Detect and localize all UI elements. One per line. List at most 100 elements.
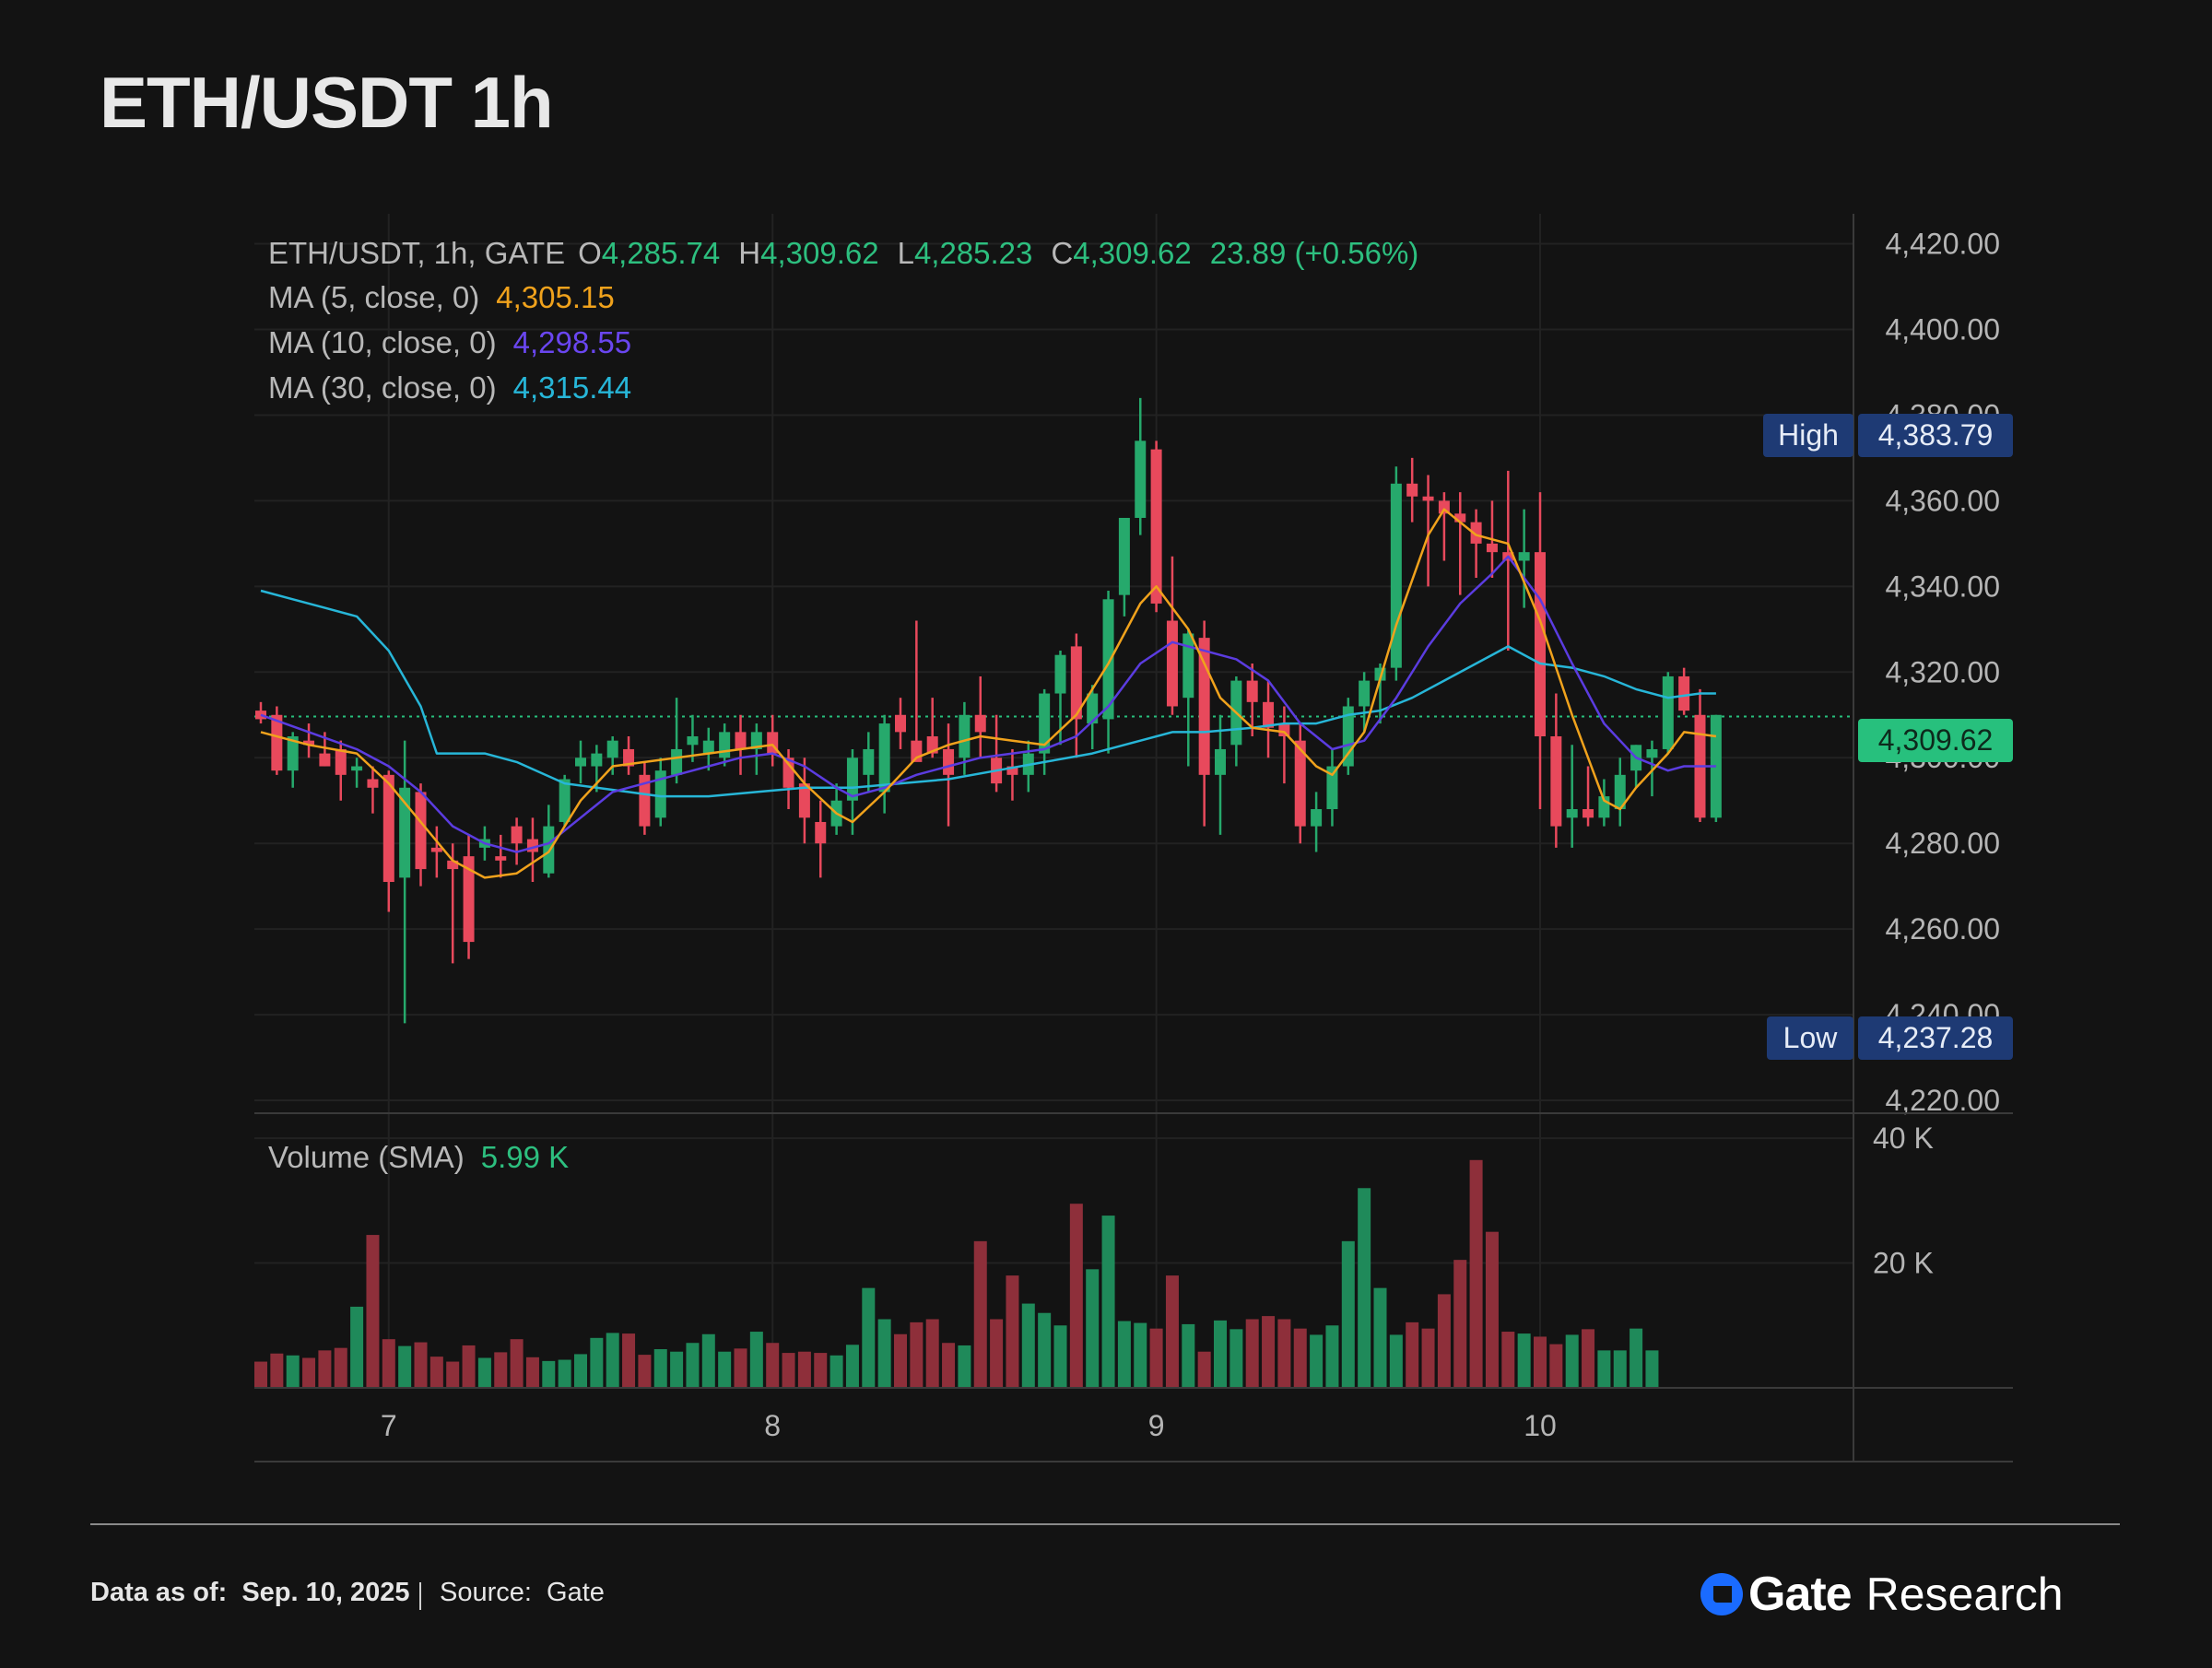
moving-average-lines [260,508,1717,879]
data-as-of-label: Data as of: [90,1578,228,1607]
data-as-of-value: Sep. 10, 2025 [241,1578,410,1607]
volume-bar [1214,1320,1227,1388]
volume-bar [270,1353,284,1388]
volume-bar [894,1333,907,1388]
volume-bar [638,1355,652,1388]
candle-body [1678,675,1690,711]
candle [878,714,890,814]
candle [1646,740,1658,797]
volume-bar [558,1359,571,1388]
time-tick-label: 9 [1148,1409,1165,1442]
candle-body [1182,633,1194,699]
volume-bar [1310,1334,1324,1388]
candle-body [495,856,507,861]
candle-body [575,758,586,767]
candle-body [1390,483,1402,668]
volume-bar [1101,1216,1115,1388]
legend-high-value: 4,309.62 [760,236,878,270]
candle [943,723,955,827]
candle-body [1550,736,1562,827]
legend-ma30-value: 4,315.44 [513,370,631,405]
volume-bar [990,1319,1004,1388]
candle-body [1102,599,1114,720]
legend-change: 23.89 (+0.56%) [1210,236,1419,270]
price-tick-label: 4,220.00 [1885,1084,2000,1117]
candle [1470,509,1482,579]
volume-bar [1086,1269,1100,1388]
candle-body [606,740,618,758]
volume-bar [845,1345,859,1388]
legend-high-key: H [738,236,760,270]
candle [1630,745,1642,788]
volume-tick-label: 40 K [1873,1122,1934,1155]
price-tick-label: 4,280.00 [1885,827,2000,860]
volume-bar [525,1357,539,1388]
low-badge-value: 4,237.28 [1878,1021,1994,1054]
volume-bar [302,1357,316,1388]
candles [255,397,1722,1024]
candle-body [1646,748,1658,758]
low-badge: Low 4,237.28 [1767,1016,2013,1060]
volume-bar [414,1342,428,1388]
volume-bar [877,1319,891,1388]
volume-tick-label: 20 K [1873,1247,1934,1280]
legend-ma10-value: 4,298.55 [513,325,631,359]
volume-bar [1277,1319,1291,1388]
legend-open-value: 4,285.74 [602,236,720,270]
candle [495,834,507,878]
volume-bar [749,1332,763,1388]
price-tick-label: 4,260.00 [1885,912,2000,946]
volume-bar [462,1345,476,1388]
grid-lines [254,214,1853,1388]
volume-bar [1325,1325,1339,1388]
volume-bar [334,1347,347,1388]
ma5-line [260,508,1717,879]
candle-body [1039,693,1051,754]
price-tick-label: 4,400.00 [1885,312,2000,346]
candle-body [447,860,459,870]
volume-bar [574,1354,587,1388]
volume-bar [1534,1336,1547,1388]
candle [1150,440,1162,613]
candle [1246,664,1258,737]
volume-bar [606,1333,619,1388]
candle [430,826,442,878]
volume-bar [910,1321,924,1388]
candle-body [1614,774,1626,810]
volume-bar [350,1306,364,1388]
volume-bar [1453,1260,1467,1388]
volume-bar [429,1357,443,1388]
candle [991,714,1003,793]
price-tick-label: 4,360.00 [1885,484,2000,517]
candle-body [798,783,810,818]
candle [1550,693,1562,848]
candle [271,706,283,775]
candle-body [1583,809,1594,818]
source-value: Gate [547,1578,605,1607]
candle [1278,706,1290,784]
legend-volume: Volume (SMA) 5.99 K [268,1140,569,1174]
candle-body [1135,440,1147,518]
candle [1359,672,1371,733]
candle [447,843,459,964]
candle-body [1087,693,1099,724]
volume-bar [1485,1231,1499,1388]
volume-bar [1630,1328,1643,1388]
price-tick-label: 4,320.00 [1885,655,2000,688]
candle-body [1518,552,1530,561]
legend-close-value: 4,309.62 [1073,236,1191,270]
volume-bar [701,1333,715,1388]
candle-body [463,856,475,943]
price-tick-label: 4,420.00 [1885,228,2000,261]
candle-body [846,758,858,801]
volume-bar [1069,1204,1083,1388]
volume-bar [782,1353,795,1388]
candle [1678,667,1690,715]
volume-bar [1293,1328,1307,1388]
volume-bar [766,1343,780,1388]
candle [1294,723,1306,844]
page-title: ETH/USDT 1h [100,62,554,143]
brand-gate: Gate [1748,1568,1853,1621]
volume-bar [1358,1188,1371,1388]
